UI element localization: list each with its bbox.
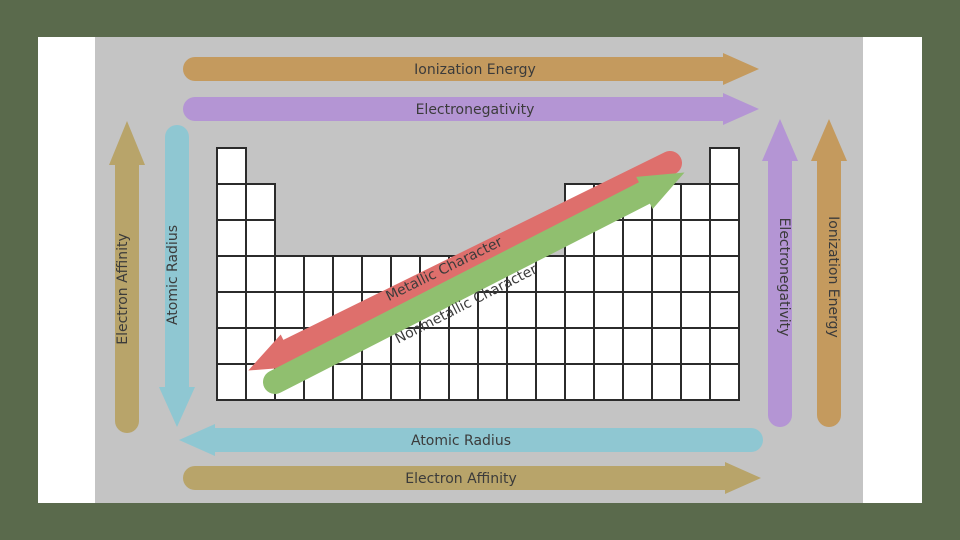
element-cell — [535, 327, 566, 365]
element-cell — [651, 219, 682, 257]
electron-affinity-left-shape — [109, 121, 145, 433]
element-cell — [448, 363, 479, 401]
element-cell — [361, 363, 392, 401]
element-cell — [361, 255, 392, 293]
atomic-radius-bottom-shape — [179, 424, 763, 456]
metallic-character-shape — [248, 151, 682, 371]
element-cell — [622, 255, 653, 293]
element-cell — [448, 327, 479, 365]
element-cell — [332, 255, 363, 293]
element-cell — [680, 363, 711, 401]
element-cell — [245, 183, 276, 221]
electron-affinity-bottom-arrow: Electron Affinity — [183, 462, 761, 494]
element-cell — [216, 255, 247, 293]
element-cell — [709, 291, 740, 329]
element-cell — [593, 255, 624, 293]
element-cell — [593, 363, 624, 401]
electron-affinity-bottom-shape — [183, 462, 761, 494]
element-cell — [709, 327, 740, 365]
element-cell — [709, 363, 740, 401]
electron-affinity-left-label: Electron Affinity — [115, 233, 131, 345]
element-cell — [506, 363, 537, 401]
electronegativity-right-label: Electronegativity — [776, 218, 792, 337]
ionization-energy-top-label: Ionization Energy — [414, 62, 536, 78]
element-cell — [651, 291, 682, 329]
element-cell — [477, 327, 508, 365]
ionization-energy-right-shape — [811, 119, 847, 427]
element-cell — [216, 327, 247, 365]
periodic-trends-diagram: Ionization Energy Electronegativity Elec… — [95, 37, 863, 503]
element-cell — [622, 327, 653, 365]
atomic-radius-left-label: Atomic Radius — [165, 225, 181, 325]
element-cell — [680, 291, 711, 329]
element-cell — [651, 255, 682, 293]
element-cell — [390, 363, 421, 401]
element-cell — [332, 363, 363, 401]
element-cell — [535, 255, 566, 293]
element-cell — [680, 327, 711, 365]
element-cell — [709, 219, 740, 257]
element-cell — [564, 327, 595, 365]
element-cell — [274, 255, 305, 293]
atomic-radius-left-arrow: Atomic Radius — [159, 125, 195, 427]
electronegativity-top-shape — [183, 93, 759, 125]
element-cell — [216, 147, 247, 185]
electron-affinity-left-arrow: Electron Affinity — [109, 121, 145, 433]
element-cell — [651, 327, 682, 365]
atomic-radius-bottom-arrow: Atomic Radius — [179, 424, 763, 456]
element-cell — [564, 255, 595, 293]
element-cell — [506, 327, 537, 365]
element-cell — [535, 291, 566, 329]
element-cell — [303, 255, 334, 293]
electronegativity-right-arrow: Electronegativity — [762, 119, 798, 427]
electronegativity-top-label: Electronegativity — [416, 102, 535, 118]
element-cell — [216, 291, 247, 329]
ionization-energy-right-arrow: Ionization Energy — [811, 119, 847, 427]
element-cell — [622, 363, 653, 401]
electronegativity-right-shape — [762, 119, 798, 427]
atomic-radius-bottom-label: Atomic Radius — [411, 433, 511, 449]
element-cell — [506, 291, 537, 329]
element-cell — [419, 363, 450, 401]
element-cell — [680, 183, 711, 221]
element-cell — [216, 363, 247, 401]
element-cell — [593, 327, 624, 365]
electronegativity-top-arrow: Electronegativity — [183, 93, 759, 125]
element-cell — [680, 219, 711, 257]
element-cell — [651, 363, 682, 401]
element-cell — [245, 291, 276, 329]
element-cell — [709, 183, 740, 221]
ionization-energy-top-shape — [183, 53, 759, 85]
atomic-radius-left-shape — [159, 125, 195, 427]
element-cell — [216, 219, 247, 257]
element-cell — [622, 219, 653, 257]
element-cell — [245, 255, 276, 293]
nonmetallic-character-shape — [263, 172, 685, 394]
element-cell — [477, 363, 508, 401]
element-cell — [535, 363, 566, 401]
element-cell — [709, 255, 740, 293]
element-cell — [564, 363, 595, 401]
electron-affinity-bottom-label: Electron Affinity — [405, 471, 517, 487]
element-cell — [216, 183, 247, 221]
element-cell — [709, 147, 740, 185]
element-cell — [564, 291, 595, 329]
element-cell — [593, 291, 624, 329]
element-cell — [680, 255, 711, 293]
element-cell — [245, 219, 276, 257]
element-cell — [622, 291, 653, 329]
element-cell — [274, 291, 305, 329]
ionization-energy-top-arrow: Ionization Energy — [183, 53, 759, 85]
ionization-energy-right-label: Ionization Energy — [825, 216, 841, 338]
